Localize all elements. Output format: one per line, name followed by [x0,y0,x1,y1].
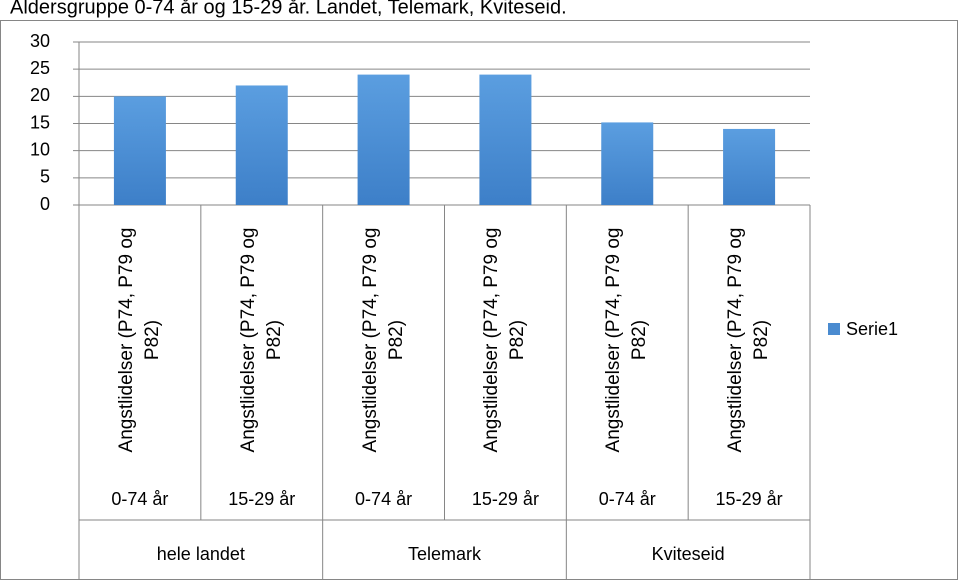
bar [113,96,166,205]
y-tick-label: 15 [30,112,50,132]
age-label: 15-29 år [716,489,783,509]
x-tick-label: Angstlidelser (P74, P79 og P82) [481,227,529,453]
x-tick-label: Angstlidelser (P74, P79 og P82) [725,227,773,453]
bar [235,85,288,205]
y-tick-label: 20 [30,85,50,105]
age-label: 15-29 år [228,489,295,509]
x-tick-label: Angstlidelser (P74, P79 og P82) [115,227,163,453]
bar [479,74,532,205]
y-tick-label: 0 [40,194,50,214]
bar [601,122,654,205]
y-tick-label: 10 [30,139,50,159]
x-tick-label: Angstlidelser (P74, P79 og P82) [237,227,285,453]
age-label: 15-29 år [472,489,539,509]
x-tick-label: Angstlidelser (P74, P79 og P82) [603,227,651,453]
age-label: 0-74 år [599,489,656,509]
age-label: 0-74 år [355,489,412,509]
bar [357,74,410,205]
region-label: Telemark [408,544,482,564]
y-tick-label: 30 [30,31,50,51]
legend-label: Serie1 [846,319,898,339]
y-tick-label: 5 [40,167,50,187]
chart-border [0,20,958,580]
chart-title: Aldersgruppe 0-74 år og 15-29 år. Landet… [10,0,567,18]
bar [723,128,776,205]
legend-swatch [828,323,840,335]
y-tick-label: 25 [30,58,50,78]
region-label: Kviteseid [652,544,725,564]
x-tick-label: Angstlidelser (P74, P79 og P82) [359,227,407,453]
age-label: 0-74 år [111,489,168,509]
region-label: hele landet [157,544,245,564]
